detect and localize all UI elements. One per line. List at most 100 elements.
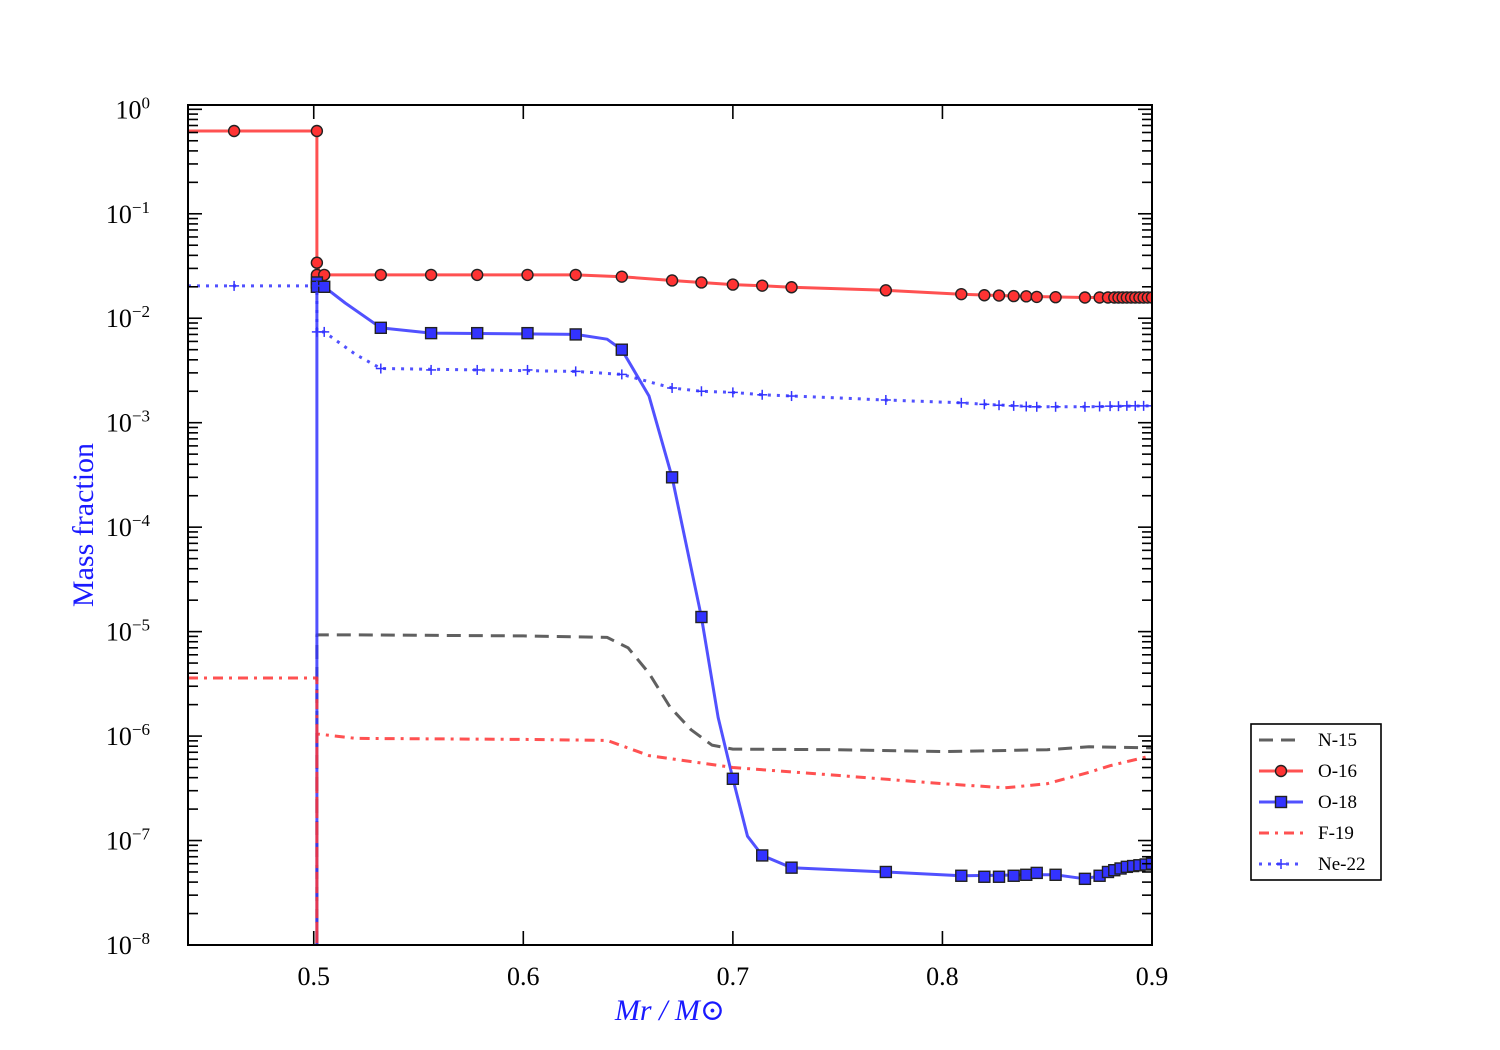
data-point-marker bbox=[374, 268, 387, 282]
series-o-16 bbox=[188, 124, 1152, 304]
data-point-marker bbox=[472, 364, 483, 375]
data-point-marker bbox=[665, 274, 679, 287]
y-tick-label: 10−4 bbox=[106, 511, 151, 542]
y-axis-label: Mass fraction bbox=[67, 443, 100, 607]
data-point-marker bbox=[569, 268, 582, 282]
y-tick-exponent: −8 bbox=[132, 929, 150, 948]
data-point-marker bbox=[727, 387, 738, 398]
y-tick-label: 10−7 bbox=[106, 825, 151, 856]
data-point-marker bbox=[569, 328, 582, 341]
legend-label: Ne-22 bbox=[1318, 854, 1365, 875]
series-line bbox=[315, 633, 1152, 945]
data-point-marker bbox=[310, 124, 324, 138]
data-point-marker bbox=[1031, 401, 1042, 412]
data-point-marker bbox=[522, 364, 533, 375]
data-point-marker bbox=[1145, 291, 1152, 304]
data-point-marker bbox=[1105, 401, 1116, 412]
y-tick-base: 10 bbox=[106, 931, 132, 960]
data-point-marker bbox=[227, 124, 241, 138]
data-point-marker bbox=[665, 471, 679, 484]
y-tick-exponent: −7 bbox=[132, 825, 151, 844]
x-tick-label: 0.7 bbox=[717, 962, 750, 991]
y-tick-base: 10 bbox=[106, 304, 132, 333]
series-layer bbox=[188, 124, 1152, 945]
y-tick-base: 10 bbox=[106, 722, 132, 751]
y-tick-base: 10 bbox=[106, 409, 132, 438]
data-point-marker bbox=[374, 321, 387, 335]
series-o-18 bbox=[310, 276, 1152, 945]
series-ne-22 bbox=[188, 280, 1152, 412]
series-f-19 bbox=[188, 676, 1152, 945]
data-point-marker bbox=[695, 276, 708, 289]
data-point-marker bbox=[426, 364, 437, 375]
legend-marker bbox=[1274, 795, 1288, 809]
data-point-marker bbox=[1050, 401, 1061, 412]
data-point-marker bbox=[471, 326, 484, 340]
data-point-marker bbox=[471, 268, 484, 282]
data-point-marker bbox=[319, 326, 330, 337]
data-point-marker bbox=[757, 389, 768, 400]
plot-frame bbox=[187, 104, 1153, 946]
y-tick-exponent: −3 bbox=[132, 407, 150, 426]
data-point-marker bbox=[521, 268, 534, 282]
x-tick-label: 0.9 bbox=[1136, 962, 1169, 991]
data-point-marker bbox=[726, 278, 740, 291]
data-point-marker bbox=[1007, 289, 1020, 303]
legend-label: O-18 bbox=[1318, 792, 1357, 813]
y-tick-label: 100 bbox=[116, 93, 151, 124]
data-point-marker bbox=[992, 289, 1006, 302]
data-point-marker bbox=[786, 391, 797, 402]
data-point-marker bbox=[424, 326, 438, 340]
y-tick-exponent: −5 bbox=[132, 616, 150, 635]
data-point-marker bbox=[1049, 291, 1062, 304]
y-tick-label: 10−3 bbox=[106, 407, 150, 438]
y-tick-exponent: −6 bbox=[132, 720, 150, 739]
data-point-marker bbox=[318, 280, 331, 293]
data-point-marker bbox=[615, 270, 628, 283]
data-point-marker bbox=[1049, 868, 1062, 881]
y-tick-label: 10−5 bbox=[106, 616, 150, 647]
data-point-marker bbox=[955, 869, 968, 882]
y-tick-exponent: −4 bbox=[132, 511, 151, 530]
data-point-marker bbox=[1078, 291, 1092, 304]
data-point-marker bbox=[229, 280, 240, 291]
data-point-marker bbox=[785, 861, 798, 874]
data-point-marker bbox=[992, 870, 1006, 883]
y-tick-base: 10 bbox=[106, 827, 132, 856]
data-point-marker bbox=[1138, 400, 1149, 411]
y-tick-label: 10−8 bbox=[106, 929, 150, 960]
data-point-marker bbox=[956, 397, 967, 408]
data-point-marker bbox=[1121, 400, 1132, 411]
legend-item-o-18: O-18 bbox=[1259, 792, 1357, 813]
legend-label: N-15 bbox=[1318, 730, 1357, 751]
data-point-marker bbox=[1030, 866, 1043, 880]
legend-label: F-19 bbox=[1318, 823, 1354, 844]
x-tick-label: 0.6 bbox=[507, 962, 540, 991]
data-point-marker bbox=[521, 326, 534, 340]
data-point-marker bbox=[1079, 401, 1090, 412]
data-point-marker bbox=[978, 289, 991, 302]
x-axis-label: Mr / M⊙ bbox=[614, 994, 725, 1027]
data-point-marker bbox=[994, 400, 1005, 411]
data-point-marker bbox=[310, 256, 324, 269]
data-point-marker bbox=[880, 394, 891, 405]
data-point-marker bbox=[1078, 872, 1092, 886]
legend: N-15 O-16 O-18 F-19 Ne-22 bbox=[1250, 723, 1382, 881]
data-point-marker bbox=[570, 366, 581, 377]
legend-item-n-15: N-15 bbox=[1259, 730, 1357, 751]
series-line bbox=[188, 676, 1152, 945]
data-point-marker bbox=[1020, 868, 1033, 881]
data-point-marker bbox=[978, 870, 991, 883]
data-point-marker bbox=[756, 849, 769, 862]
data-point-marker bbox=[424, 268, 438, 282]
data-point-marker bbox=[667, 382, 678, 393]
legend-label: O-16 bbox=[1318, 761, 1357, 782]
data-point-marker bbox=[1130, 400, 1141, 411]
y-tick-label: 10−2 bbox=[106, 302, 150, 333]
legend-marker bbox=[1274, 764, 1288, 778]
legend-item-ne-22: Ne-22 bbox=[1259, 854, 1365, 875]
data-point-marker bbox=[1021, 401, 1032, 412]
y-tick-base: 10 bbox=[106, 200, 132, 229]
